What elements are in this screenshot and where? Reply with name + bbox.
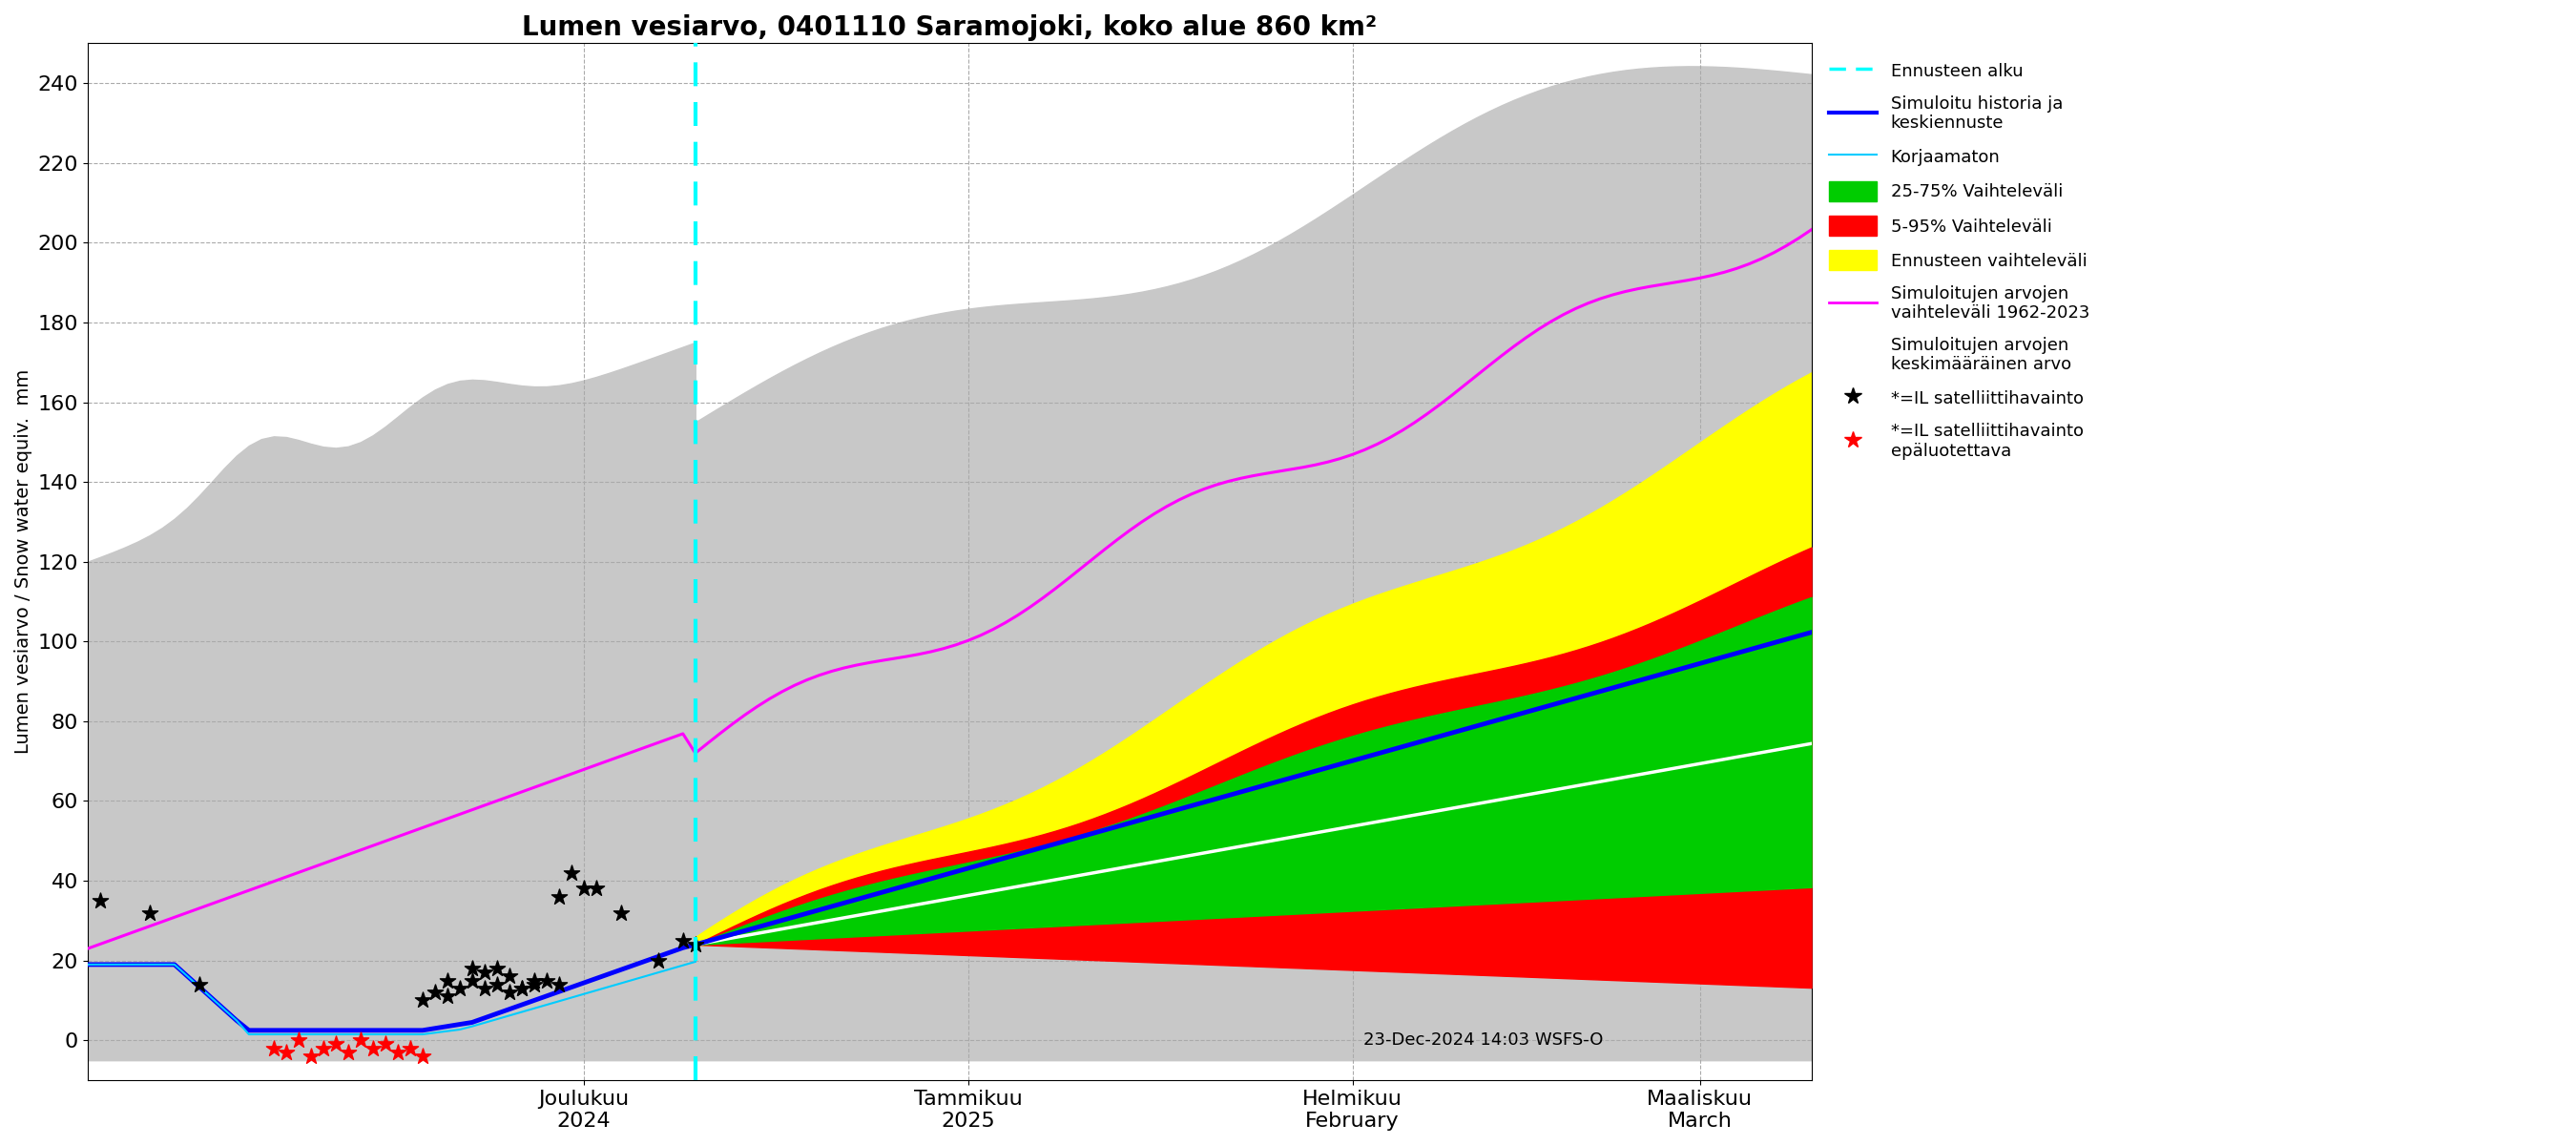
Point <box>80 892 121 910</box>
Point <box>366 1035 407 1053</box>
Point <box>574 879 616 898</box>
Legend: Ennusteen alku, Simuloitu historia ja
keskiennuste, Korjaamaton, 25-75% Vaihtele: Ennusteen alku, Simuloitu historia ja ke… <box>1821 52 2097 468</box>
Point <box>178 976 219 994</box>
Point <box>502 979 544 997</box>
Point <box>451 971 492 989</box>
Point <box>278 1032 319 1050</box>
Point <box>415 984 456 1002</box>
Point <box>464 963 505 981</box>
Point <box>513 976 554 994</box>
Point <box>428 971 469 989</box>
Title: Lumen vesiarvo, 0401110 Saramojoki, koko alue 860 km²: Lumen vesiarvo, 0401110 Saramojoki, koko… <box>523 14 1378 41</box>
Point <box>340 1032 381 1050</box>
Point <box>477 960 518 978</box>
Point <box>252 1040 294 1058</box>
Point <box>314 1035 355 1053</box>
Text: 23-Dec-2024 14:03 WSFS-O: 23-Dec-2024 14:03 WSFS-O <box>1363 1032 1602 1049</box>
Point <box>129 903 170 922</box>
Point <box>538 887 580 906</box>
Point <box>489 984 531 1002</box>
Point <box>464 979 505 997</box>
Point <box>438 979 479 997</box>
Point <box>513 971 554 989</box>
Point <box>389 1040 430 1058</box>
Point <box>402 992 443 1010</box>
Point <box>265 1043 307 1061</box>
Point <box>327 1043 368 1061</box>
Point <box>538 976 580 994</box>
Point <box>526 971 567 989</box>
Point <box>636 951 677 970</box>
Point <box>353 1040 394 1058</box>
Point <box>489 968 531 986</box>
Point <box>662 931 703 949</box>
Point <box>291 1047 332 1065</box>
Point <box>564 879 605 898</box>
Point <box>675 935 716 954</box>
Point <box>402 1047 443 1065</box>
Point <box>502 979 544 997</box>
Point <box>600 903 641 922</box>
Point <box>451 960 492 978</box>
Point <box>428 987 469 1005</box>
Point <box>477 976 518 994</box>
Y-axis label: Lumen vesiarvo / Snow water equiv.  mm: Lumen vesiarvo / Snow water equiv. mm <box>15 370 33 755</box>
Point <box>551 863 592 882</box>
Point <box>304 1040 345 1058</box>
Point <box>376 1043 417 1061</box>
